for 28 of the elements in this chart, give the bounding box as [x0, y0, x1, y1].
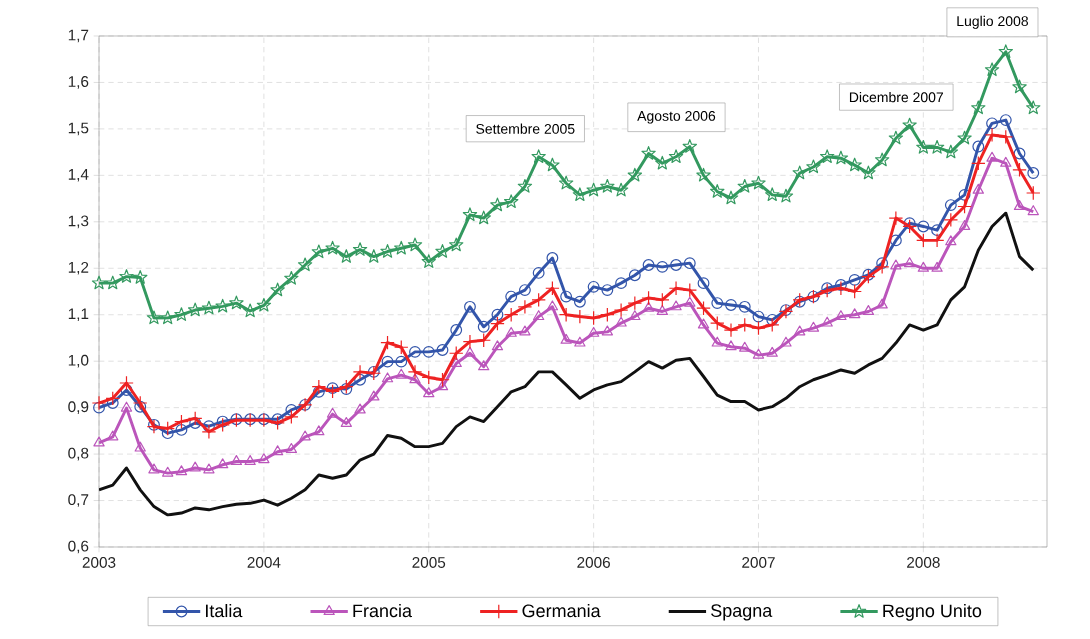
- y-tick-label: 1,3: [68, 215, 89, 229]
- y-tick-label: 1,1: [68, 308, 89, 321]
- y-tick-label: 1,0: [68, 354, 89, 368]
- y-tick-label: 0,9: [68, 401, 89, 414]
- annotation: Dicembre 2007: [849, 91, 943, 103]
- x-tick-label: 2006: [577, 557, 610, 568]
- y-tick-label: 1,4: [68, 169, 89, 182]
- x-tick-label: 2005: [412, 557, 446, 568]
- x-tick-label: 2003: [82, 557, 116, 568]
- x-tick-label: 2008: [907, 557, 940, 568]
- legend-label: Regno Unito: [883, 604, 982, 621]
- y-tick-label: 0,6: [68, 540, 89, 554]
- legend-label: Germania: [522, 604, 601, 618]
- annotation: Agosto 2006: [637, 110, 716, 124]
- annotation: Settembre 2005: [476, 123, 575, 134]
- legend-label: Italia: [206, 604, 243, 618]
- y-tick-label: 1,5: [68, 122, 89, 136]
- legend-label: Spagna: [711, 604, 773, 621]
- x-tick-label: 2007: [742, 557, 775, 568]
- line-series: [99, 211, 1035, 517]
- y-tick-label: 0,8: [68, 447, 89, 461]
- annotation: Luglio 2008: [957, 15, 1029, 29]
- y-tick-label: 1,2: [68, 261, 89, 275]
- y-tick-label: 1,7: [68, 29, 89, 43]
- y-tick-label: 1,6: [68, 76, 89, 89]
- y-tick-label: 0,7: [68, 494, 89, 507]
- legend-label: Francia: [353, 604, 412, 618]
- x-tick-label: 2004: [247, 557, 281, 568]
